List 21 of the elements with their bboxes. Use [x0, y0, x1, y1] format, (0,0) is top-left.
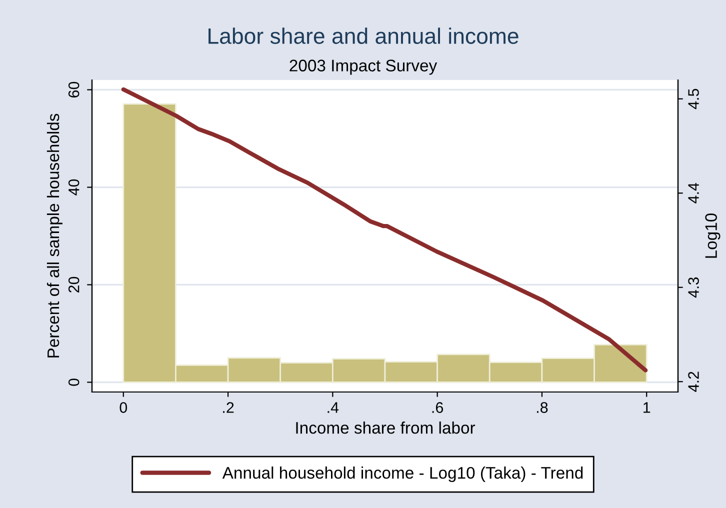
- y-tick-label: 20: [68, 276, 80, 292]
- x-tick-label: .8: [536, 402, 548, 413]
- line-series: [121, 87, 648, 372]
- x-axis-title: Income share from labor: [296, 422, 476, 434]
- y2-tick-label: 4.5: [688, 88, 699, 110]
- y2-tick-label: 4.3: [688, 277, 699, 298]
- x-tick-label: 0: [120, 402, 128, 413]
- y-tick-label: 40: [68, 179, 80, 196]
- chart-subtitle: 2003 Impact Survey: [290, 60, 438, 75]
- x-tick-label: .2: [223, 402, 234, 413]
- legend-label: Annual household income - Log10 (Taka) - Trend: [222, 466, 583, 482]
- chart-title: Labor share and annual income: [208, 28, 518, 44]
- y-tick-label: 0: [68, 378, 80, 386]
- y2-tick-label: 4.2: [688, 372, 699, 392]
- x-tick-label: 1: [644, 402, 650, 413]
- y2-tick-label: 4.4: [688, 182, 699, 204]
- y2-axis-title: Log10: [705, 213, 720, 258]
- x-tick-label: .4: [328, 402, 339, 413]
- y-tick-label: 60: [68, 82, 80, 98]
- x-tick-label: .6: [432, 402, 444, 413]
- y-axis-title: Percent of all sample households: [46, 114, 62, 358]
